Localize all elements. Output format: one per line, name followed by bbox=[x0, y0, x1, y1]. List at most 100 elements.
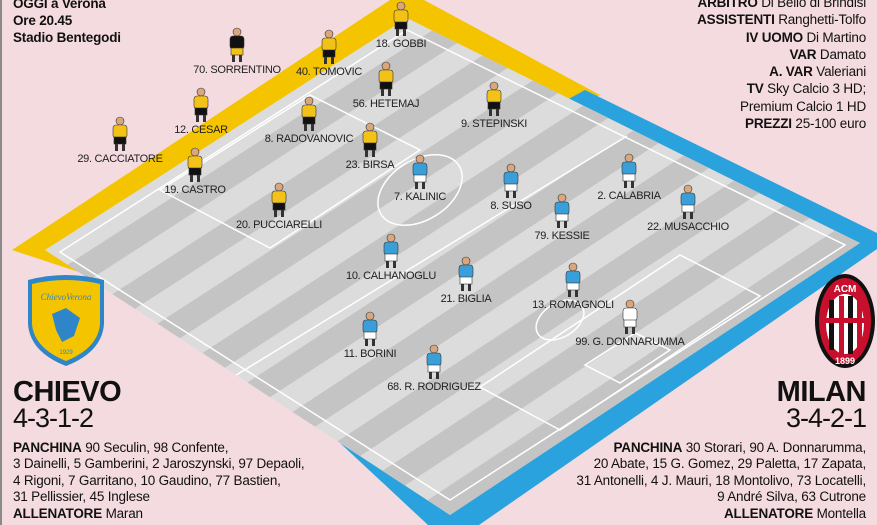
player-figure-part bbox=[429, 344, 439, 354]
player-name-label: 9. STEPINSKI bbox=[461, 118, 527, 130]
home-player: 56. HETEMAJ bbox=[353, 61, 419, 110]
match-info: OGGI a Verona Ore 20.45 Stadio Bentegodi bbox=[13, 0, 121, 46]
player-figure-part bbox=[363, 331, 377, 340]
player-figure-part bbox=[690, 212, 693, 219]
player-figure-part bbox=[381, 61, 391, 71]
player-figure-part bbox=[384, 253, 398, 262]
player-figure-part bbox=[274, 182, 284, 192]
player-figure-part bbox=[568, 262, 578, 272]
player-figure-part bbox=[489, 109, 492, 116]
away-formation: 3-4-2-1 bbox=[785, 403, 867, 433]
player-figure-part bbox=[379, 81, 393, 90]
player-figure-part bbox=[625, 327, 628, 334]
home-player: 9. STEPINSKI bbox=[461, 81, 528, 130]
player-figure-part bbox=[304, 124, 307, 131]
bench-line: 20 Abate, 15 G. Gomez, 29 Paletta, 17 Za… bbox=[593, 456, 867, 472]
away-coach: ALLENATORE Montella bbox=[576, 506, 866, 522]
player-figure-part bbox=[621, 161, 637, 176]
player-figure-part bbox=[503, 171, 519, 186]
player-figure-part bbox=[331, 57, 334, 64]
player-figure-part bbox=[203, 115, 206, 122]
home-player: 18. GOBBI bbox=[376, 1, 427, 50]
coach-name: Maran bbox=[105, 505, 143, 521]
player-figure-part bbox=[461, 256, 471, 266]
player-name-label: 13. ROMAGNOLI bbox=[532, 299, 614, 311]
bench-line: PANCHINA 30 Storari, 90 A. Donnarumma, bbox=[576, 440, 866, 456]
player-figure-part bbox=[324, 57, 327, 64]
player-figure-part bbox=[386, 261, 389, 268]
player-name-label: 79. KESSIE bbox=[534, 230, 589, 242]
player-name-label: 18. GOBBI bbox=[376, 38, 427, 50]
away-player: 79. KESSIE bbox=[534, 193, 590, 242]
player-figure-part bbox=[274, 210, 277, 217]
official-value: Premium Calcio 1 HD bbox=[740, 98, 866, 114]
bench-line: 31 Antonelli, 4 J. Mauri, 18 Montolivo, … bbox=[576, 472, 866, 488]
away-player: 7. KALINIC bbox=[394, 154, 447, 203]
home-player: 23. BIRSA bbox=[346, 122, 396, 171]
player-figure-part bbox=[413, 174, 427, 183]
player-figure-part bbox=[426, 352, 442, 367]
coach-label: ALLENATORE bbox=[13, 505, 102, 521]
player-figure-part bbox=[506, 163, 516, 173]
official-label: TV bbox=[746, 81, 764, 97]
player-figure-part bbox=[565, 270, 581, 285]
player-figure-part bbox=[188, 167, 202, 176]
away-player: 13. ROMAGNOLI bbox=[532, 262, 614, 311]
player-name-label: 22. MUSACCHIO bbox=[647, 221, 729, 233]
player-figure-part bbox=[461, 284, 464, 291]
match-info-line: Stadio Bentegodi bbox=[13, 30, 121, 45]
player-figure-part bbox=[381, 89, 384, 96]
home-player: 12. CESAR bbox=[174, 87, 228, 136]
player-figure-part bbox=[281, 210, 284, 217]
official-value: Valeriani bbox=[816, 64, 866, 80]
pitch-stripe bbox=[112, 55, 508, 309]
player-figure-part bbox=[624, 153, 634, 163]
official-row: ARBITRO Di Bello di Brindisi bbox=[697, 0, 867, 11]
pitch-stripe bbox=[157, 80, 558, 339]
bench-label: PANCHINA bbox=[13, 440, 82, 455]
home-team-name: CHIEVO bbox=[13, 376, 122, 408]
player-figure-part bbox=[683, 184, 693, 194]
player-figure-part bbox=[362, 130, 378, 145]
player-figure-part bbox=[304, 96, 314, 106]
pitch-stripe bbox=[202, 105, 609, 368]
match-info-line: Ore 20.45 bbox=[13, 13, 72, 28]
home-player: 20. PUCCIARELLI bbox=[236, 182, 323, 231]
home-bench: PANCHINA 90 Seculin, 98 Confente, 3 Dain… bbox=[13, 440, 305, 522]
chievo-logo-text: ChievoVerona bbox=[41, 292, 92, 302]
pitch-stripe bbox=[67, 30, 458, 280]
official-value: Di Bello di Brindisi bbox=[761, 0, 866, 10]
player-name-label: 56. HETEMAJ bbox=[353, 98, 419, 110]
player-figure-part bbox=[112, 124, 128, 139]
player-figure-part bbox=[190, 175, 193, 182]
player-figure-part bbox=[458, 264, 474, 279]
player-name-label: 12. CESAR bbox=[174, 124, 228, 136]
player-name-label: 23. BIRSA bbox=[346, 159, 396, 171]
officials-info: ARBITRO Di Bello di Brindisi ASSISTENTI … bbox=[697, 0, 866, 132]
player-figure-part bbox=[365, 311, 375, 321]
player-figure-part bbox=[632, 327, 635, 334]
bench-line: 9 André Silva, 63 Cutrone bbox=[717, 489, 866, 505]
player-figure-part bbox=[415, 154, 425, 164]
player-figure-part bbox=[190, 147, 200, 157]
official-row: A. VAR Valeriani bbox=[697, 63, 866, 80]
home-player: 70. SORRENTINO bbox=[193, 27, 282, 76]
player-figure-part bbox=[564, 221, 567, 228]
player-figure-part bbox=[229, 35, 245, 50]
official-row: ASSISTENTI Ranghetti-Tolfo bbox=[697, 11, 866, 28]
player-figure-part bbox=[365, 150, 368, 157]
away-player: 68. R. RODRIGUEZ bbox=[387, 344, 482, 393]
away-player: 99. G. DONNARUMMA bbox=[575, 299, 686, 348]
player-figure-part bbox=[239, 55, 242, 62]
official-value: Damato bbox=[819, 46, 866, 62]
player-figure-part bbox=[393, 9, 409, 24]
away-player: 21. BIGLIA bbox=[441, 256, 493, 305]
official-label: VAR bbox=[789, 46, 817, 62]
player-figure-part bbox=[232, 27, 242, 37]
official-row: PREZZI 25-100 euro bbox=[697, 115, 866, 132]
player-figure-part bbox=[504, 183, 518, 192]
away-player: 10. CALHANOGLU bbox=[346, 233, 437, 282]
coach-label: ALLENATORE bbox=[724, 505, 813, 521]
player-figure-part bbox=[393, 261, 396, 268]
official-value: Sky Calcio 3 HD; bbox=[767, 81, 866, 97]
